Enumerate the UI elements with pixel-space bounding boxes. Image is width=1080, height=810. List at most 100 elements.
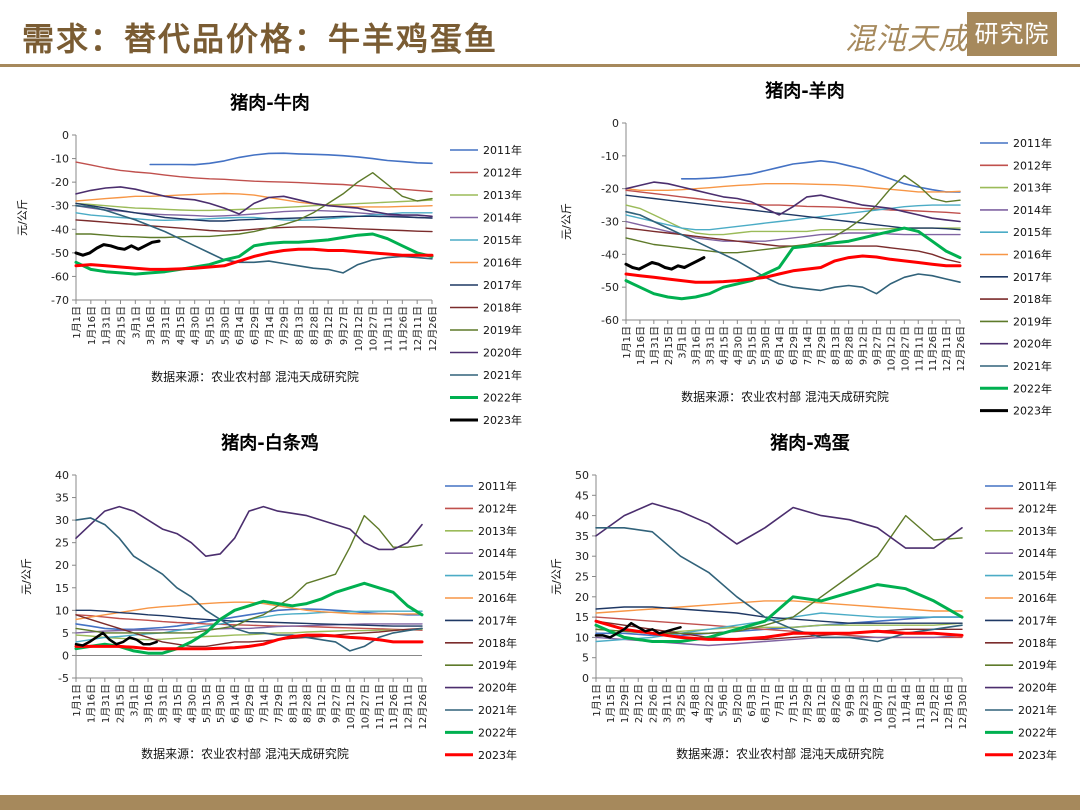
chart-title: 猪肉-牛肉	[229, 92, 309, 114]
y-tick-label: -40	[601, 248, 619, 261]
x-tick-label: 10月7日	[873, 684, 885, 723]
x-tick-label: 2月26日	[647, 684, 659, 723]
y-tick-label: -30	[601, 216, 619, 229]
series-line	[625, 210, 961, 295]
y-tick-label: -30	[51, 200, 69, 213]
x-tick-label: 8月28日	[308, 306, 320, 345]
series-line	[75, 212, 433, 222]
legend-label: 2018年	[483, 301, 522, 315]
legend-label: 2023年	[483, 413, 522, 427]
y-tick-label: 5	[582, 652, 589, 665]
legend-label: 2020年	[483, 346, 522, 360]
series-line	[75, 517, 423, 652]
y-tick-label: -20	[601, 183, 619, 196]
chart-title: 猪肉-鸡蛋	[769, 432, 849, 454]
series-line	[75, 505, 423, 557]
chart-pork-beef: 猪肉-牛肉 0 -10 -20 -30 -40 -50 -60 -70 元/公斤 1月1日 1月16日…	[0, 75, 540, 427]
y-tick-label: 40	[55, 469, 69, 482]
legend-label: 2017年	[1013, 270, 1052, 284]
series-line	[680, 160, 961, 193]
x-tick-label: 7月1日	[774, 684, 786, 717]
y-tick-label: 40	[575, 510, 589, 523]
x-tick-label: 7月15日	[788, 684, 800, 723]
x-tick-label: 1月16日	[86, 306, 98, 345]
y-tick-label: -40	[51, 223, 69, 236]
x-tick-label: 1月15日	[605, 684, 617, 723]
x-tick-label: 5月30日	[219, 306, 231, 345]
y-tick-label: 35	[55, 492, 69, 505]
chart-pork-egg: 猪肉-鸡蛋 50 45 40 35 30 25 20 15 10 5 0 元/公斤 1月1日 1月15日 1月…	[540, 425, 1080, 780]
series-line	[595, 620, 963, 641]
series-line	[594, 583, 964, 643]
legend-label: 2016年	[1013, 248, 1052, 262]
legend-label: 2017年	[483, 278, 522, 292]
series-line	[149, 152, 433, 166]
x-tick-label: 8月28日	[844, 326, 856, 365]
x-tick-label: 4月15日	[718, 326, 730, 365]
x-tick-label: 11月11日	[383, 306, 395, 351]
x-tick-label: 6月17日	[760, 684, 772, 723]
chart-title: 猪肉-羊肉	[764, 80, 844, 102]
source-note: 数据来源：农业农村部 混沌天成研究院	[151, 369, 359, 384]
x-tick-label: 4月15日	[175, 306, 187, 345]
legend-label: 2021年	[1018, 703, 1057, 717]
x-tick-label: 4月30日	[732, 326, 744, 365]
legend-label: 2019年	[1013, 314, 1052, 328]
series-line	[74, 232, 434, 276]
x-tick-label: 5月15日	[205, 306, 217, 345]
x-tick-label: 7月29日	[273, 684, 285, 723]
x-tick-label: 10月12日	[885, 326, 897, 371]
x-tick-label: 3月31日	[160, 306, 172, 345]
x-tick-label: 11月18日	[915, 684, 927, 729]
x-tick-label: 6月29日	[244, 684, 256, 723]
legend-label: 2020年	[1018, 681, 1057, 695]
x-tick-label: 4月30日	[190, 306, 202, 345]
series-line	[595, 606, 963, 624]
y-tick-label: -5	[58, 672, 69, 685]
x-tick-label: 1月1日	[591, 684, 603, 717]
x-tick-label: 3月25日	[675, 684, 687, 723]
source-note: 数据来源：农业农村部 混沌天成研究院	[681, 389, 889, 404]
y-tick-label: 0	[612, 117, 619, 130]
legend-label: 2013年	[478, 524, 517, 538]
legend-label: 2011年	[1013, 136, 1052, 150]
series-line	[75, 623, 423, 634]
y-axis-label: 元/公斤	[550, 558, 563, 595]
y-tick-label: 30	[55, 514, 69, 527]
source-note: 数据来源：农业农村部 混沌天成研究院	[141, 746, 349, 761]
x-tick-label: 10月12日	[353, 306, 365, 351]
x-tick-label: 12月11日	[941, 326, 953, 371]
x-tick-label: 8月13日	[287, 684, 299, 723]
legend-label: 2016年	[483, 256, 522, 270]
legend-label: 2015年	[483, 233, 522, 247]
y-tick-label: 20	[55, 559, 69, 572]
y-tick-label: 20	[575, 591, 589, 604]
y-tick-label: 0	[62, 129, 69, 142]
series-line	[595, 502, 963, 549]
x-tick-label: 1月16日	[85, 684, 97, 723]
y-axis-label: 元/公斤	[560, 203, 573, 240]
y-tick-label: 25	[575, 571, 589, 584]
y-tick-label: 5	[62, 627, 69, 640]
x-tick-label: 6月14日	[774, 326, 786, 365]
x-tick-label: 4月15日	[172, 684, 184, 723]
y-tick-label: 15	[55, 582, 69, 595]
legend-label: 2011年	[478, 479, 517, 493]
legend-label: 2023年	[478, 748, 517, 762]
chart-svg-pork-beef: 猪肉-牛肉 0 -10 -20 -30 -40 -50 -60 -70 元/公斤 1月1日 1月16日…	[16, 92, 522, 427]
series-line	[624, 256, 706, 271]
x-tick-label: 8月28日	[302, 684, 314, 723]
legend-label: 2022年	[1018, 725, 1057, 739]
x-tick-label: 7月14日	[802, 326, 814, 365]
legend-label: 2018年	[478, 636, 517, 650]
header-divider	[0, 64, 1080, 67]
x-tick-label: 11月26日	[397, 306, 409, 351]
series-line	[75, 608, 423, 631]
y-tick-label: 0	[62, 649, 69, 662]
x-tick-label: 11月11日	[374, 684, 386, 729]
x-tick-label: 11月26日	[388, 684, 400, 729]
x-tick-label: 9月27日	[338, 306, 350, 345]
legend-label: 2021年	[483, 368, 522, 382]
x-tick-label: 3月31日	[705, 326, 717, 365]
x-tick-label: 1月16日	[635, 326, 647, 365]
